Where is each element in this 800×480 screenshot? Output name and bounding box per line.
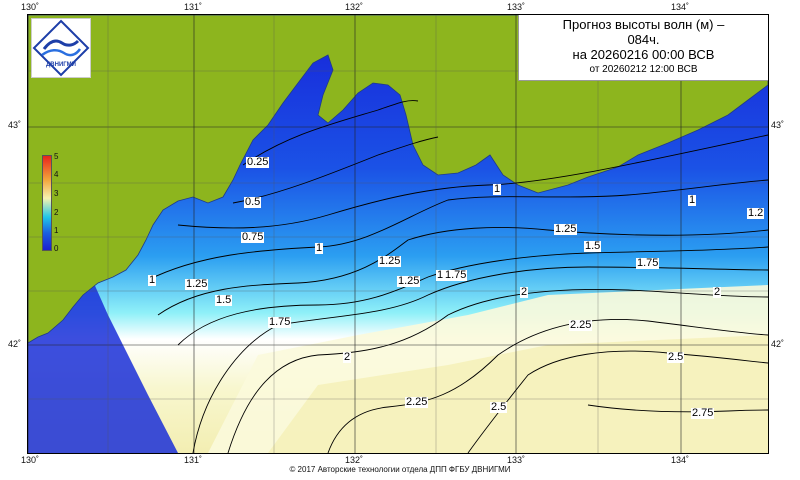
contour-2-25	[327, 319, 768, 453]
contour-label: 1.5	[215, 294, 233, 306]
contour-label: 1.25	[554, 223, 578, 235]
contour-label: 0.5	[244, 196, 262, 208]
contour-1-25	[157, 227, 768, 316]
colorbar	[42, 155, 52, 251]
colorbar-tick: 5	[54, 152, 59, 161]
contour-label: 1.75	[444, 269, 468, 281]
colorbar-tick: 0	[54, 244, 59, 253]
lon-label-bottom: 134˚	[671, 455, 690, 465]
contour-label: 1.5	[584, 240, 602, 252]
contour-label: 1	[688, 194, 697, 206]
map-title-line2: 084ч.	[627, 32, 660, 47]
lat-label-right: 43˚	[771, 120, 785, 130]
contour-label: 2.25	[405, 396, 429, 408]
lon-label-bottom: 133˚	[507, 455, 526, 465]
lat-label-left: 43˚	[8, 120, 22, 130]
contour-1-5	[177, 246, 768, 346]
contour-1-75	[192, 266, 768, 453]
wave-height-map	[27, 14, 769, 454]
lon-label-bottom: 131˚	[184, 455, 203, 465]
logo-icon: ДВНИГМИ	[32, 19, 90, 77]
logo-text: ДВНИГМИ	[46, 62, 76, 68]
contour-label: 0.25	[246, 156, 270, 168]
contour-label: 1.2	[747, 207, 765, 219]
colorbar-tick: 1	[54, 226, 59, 235]
contour-label: 1.25	[397, 275, 421, 287]
contour-label: 1.75	[268, 316, 292, 328]
contour-label: 1	[148, 274, 157, 286]
contour-label: 2	[713, 286, 722, 298]
contour-label: 1	[493, 183, 502, 195]
lon-label-bottom: 132˚	[345, 455, 364, 465]
contour-lines	[147, 100, 768, 453]
lon-label-top: 134˚	[671, 2, 690, 12]
map-title-line1: Прогноз высоты волн (м) –	[562, 17, 725, 32]
lat-label-right: 42˚	[771, 339, 785, 349]
map-title-line3: на 20260216 00:00 ВСВ	[572, 47, 715, 62]
lat-label-left: 42˚	[8, 339, 22, 349]
lon-label-top: 132˚	[345, 2, 364, 12]
contour-label: 2	[343, 351, 352, 363]
grid-lines	[28, 15, 768, 453]
dvnigmi-logo: ДВНИГМИ	[31, 18, 91, 78]
map-canvas	[28, 15, 768, 453]
contour-label: 0.75	[241, 231, 265, 243]
contour-2-75	[587, 404, 768, 413]
contour-label: 2	[520, 286, 529, 298]
lon-label-top: 131˚	[184, 2, 203, 12]
lon-label-bottom: 130˚	[21, 455, 40, 465]
map-title-line4: от 20260212 12:00 ВСВ	[589, 64, 698, 75]
lon-label-top: 133˚	[507, 2, 526, 12]
contour-label: 1.75	[636, 257, 660, 269]
contour-label: 1.25	[185, 278, 209, 290]
copyright-footer: © 2017 Авторские технологии отдела ДПП Ф…	[289, 465, 511, 474]
contour-0-25	[242, 100, 419, 166]
colorbar-tick: 4	[54, 170, 59, 179]
contour-1	[147, 179, 768, 281]
colorbar-tick: 3	[54, 189, 59, 198]
contour-0-75	[177, 134, 768, 229]
contour-label: 2.25	[569, 319, 593, 331]
contour-0-5	[232, 136, 439, 204]
contour-label: 2.5	[490, 401, 508, 413]
map-title-box: Прогноз высоты волн (м) – 084ч. на 20260…	[518, 15, 768, 81]
land-mass	[28, 15, 768, 344]
contour-label: 2.75	[691, 407, 715, 419]
highest-wave-region	[268, 335, 768, 453]
contour-label: 2.5	[667, 351, 685, 363]
contour-label: 1.25	[378, 255, 402, 267]
colorbar-tick: 2	[54, 208, 59, 217]
contour-2	[227, 288, 768, 453]
lon-label-top: 130˚	[21, 2, 40, 12]
contour-label: 1	[315, 242, 324, 254]
